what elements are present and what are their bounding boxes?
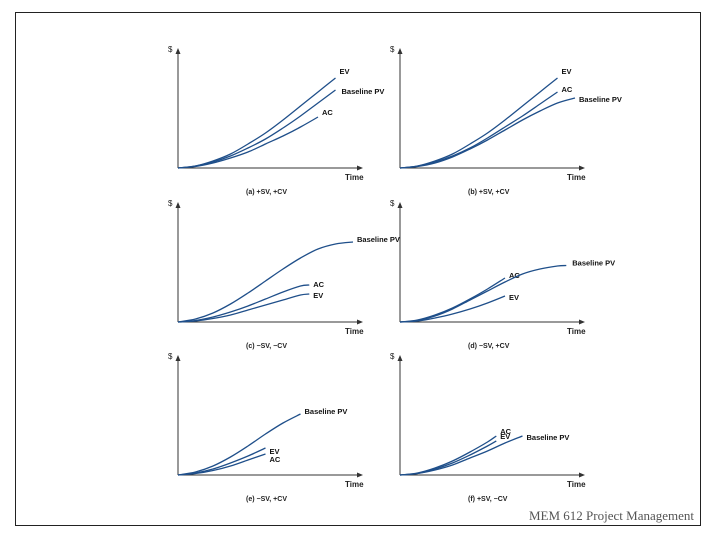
- series-line-ac: [177, 116, 319, 169]
- series-line-ev: [399, 440, 497, 476]
- series-label-ev: EV: [500, 432, 510, 441]
- x-axis-arrow: [579, 165, 585, 171]
- x-axis-label: Time: [567, 173, 586, 182]
- series-line-ev: [177, 293, 310, 323]
- series-label-ac: AC: [313, 280, 324, 289]
- series-label-ac: AC: [500, 427, 511, 436]
- series-line-ac: [177, 453, 266, 476]
- chart-caption: (d) −SV, +CV: [468, 343, 510, 350]
- series-line-ac: [399, 277, 506, 323]
- chart-panel-3: $ Time (c) −SV, −CV Baseline PV AC EV: [168, 199, 400, 350]
- series-label-ac: AC: [562, 85, 573, 94]
- x-axis-label: Time: [567, 327, 586, 336]
- chart-caption: (e) −SV, +CV: [246, 496, 287, 503]
- x-axis-label: Time: [345, 480, 364, 489]
- series-label-baseline-pv: Baseline PV: [572, 259, 615, 268]
- slide-frame: [15, 12, 701, 526]
- series-label-ac: AC: [322, 108, 333, 117]
- chart-caption: (f) +SV, −CV: [468, 496, 508, 503]
- x-axis-label: Time: [567, 480, 586, 489]
- footer-text: MEM 612 Project Management: [529, 508, 694, 523]
- series-label-baseline-pv: Baseline PV: [527, 433, 570, 442]
- y-axis-label: $: [168, 45, 173, 54]
- chart-caption: (b) +SV, +CV: [468, 189, 510, 196]
- series-line-ac: [177, 284, 310, 323]
- series-line-baseline-pv: [177, 413, 301, 476]
- series-line-ac: [399, 91, 558, 169]
- y-axis-label: $: [390, 352, 395, 361]
- y-axis-label: $: [168, 352, 173, 361]
- x-axis-arrow: [357, 319, 363, 325]
- series-label-ac: AC: [270, 455, 281, 464]
- series-line-baseline-pv: [399, 435, 523, 476]
- y-axis-arrow: [175, 48, 181, 54]
- chart-panel-4: $ Time (d) −SV, +CV AC Baseline PV EV: [390, 199, 615, 350]
- series-label-baseline-pv: Baseline PV: [342, 87, 385, 96]
- y-axis-label: $: [168, 199, 173, 208]
- chart-caption: (a) +SV, +CV: [246, 189, 287, 196]
- series-line-baseline-pv: [177, 89, 336, 169]
- series-line-baseline-pv: [177, 241, 354, 323]
- series-line-ev: [177, 77, 336, 169]
- series-label-baseline-pv: Baseline PV: [305, 407, 348, 416]
- x-axis-arrow: [579, 472, 585, 478]
- series-label-ev: EV: [562, 67, 572, 76]
- series-line-baseline-pv: [399, 97, 576, 169]
- x-axis-label: Time: [345, 173, 364, 182]
- chart-caption: (c) −SV, −CV: [246, 343, 287, 350]
- series-label-ev: EV: [509, 293, 519, 302]
- series-label-ac: AC: [509, 271, 520, 280]
- y-axis-arrow: [175, 355, 181, 361]
- x-axis-arrow: [579, 319, 585, 325]
- series-line-baseline-pv: [399, 264, 567, 323]
- y-axis-arrow: [397, 355, 403, 361]
- series-label-baseline-pv: Baseline PV: [357, 235, 400, 244]
- series-label-ev: EV: [313, 291, 323, 300]
- series-label-baseline-pv: Baseline PV: [579, 95, 622, 104]
- series-line-ac: [399, 435, 497, 476]
- y-axis-label: $: [390, 199, 395, 208]
- y-axis-arrow: [397, 202, 403, 208]
- y-axis-arrow: [397, 48, 403, 54]
- x-axis-arrow: [357, 472, 363, 478]
- chart-panel-2: $ Time (b) +SV, +CV EV AC Baseline PV: [390, 45, 622, 196]
- series-label-ev: EV: [340, 67, 350, 76]
- series-line-ev: [399, 295, 506, 323]
- series-label-ev: EV: [270, 447, 280, 456]
- y-axis-label: $: [390, 45, 395, 54]
- x-axis-arrow: [357, 165, 363, 171]
- chart-panel-1: $ Time (a) +SV, +CV EV Baseline PV AC: [168, 45, 384, 196]
- series-line-ev: [399, 77, 558, 169]
- y-axis-arrow: [175, 202, 181, 208]
- x-axis-label: Time: [345, 327, 364, 336]
